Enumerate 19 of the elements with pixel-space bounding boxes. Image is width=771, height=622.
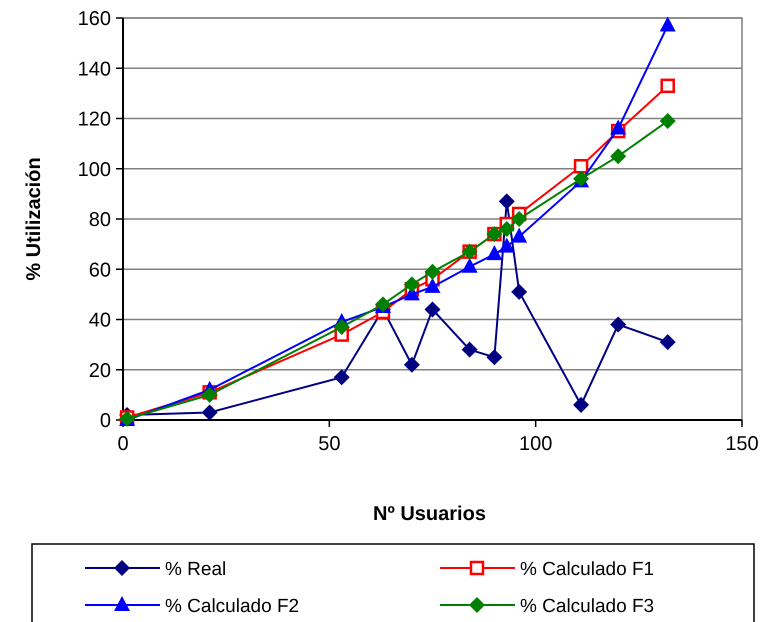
y-tick-label: 100 — [78, 158, 111, 181]
y-tick-label: 80 — [88, 209, 111, 231]
y-tick-label: 40 — [88, 310, 111, 332]
y-tick-label: 120 — [78, 108, 111, 130]
legend-label: % Calculado F2 — [165, 596, 300, 617]
x-axis-title: Nº Usuarios — [373, 503, 486, 525]
x-tick-label: 150 — [725, 433, 759, 455]
legend-label: % Calculado F3 — [520, 596, 654, 617]
y-tick-label: 60 — [88, 259, 111, 282]
y-tick-label: 20 — [88, 360, 111, 382]
y-tick-label: 160 — [78, 8, 111, 30]
y-tick-label: 140 — [78, 58, 111, 80]
x-tick-label: 50 — [318, 433, 340, 455]
x-tick-label: 100 — [518, 433, 552, 455]
y-tick-label: 0 — [100, 410, 111, 432]
y-axis-title: % Utilización — [23, 157, 45, 281]
legend-label: % Calculado F1 — [520, 559, 654, 580]
legend-label: % Real — [165, 559, 226, 580]
x-tick-label: 0 — [117, 433, 129, 455]
